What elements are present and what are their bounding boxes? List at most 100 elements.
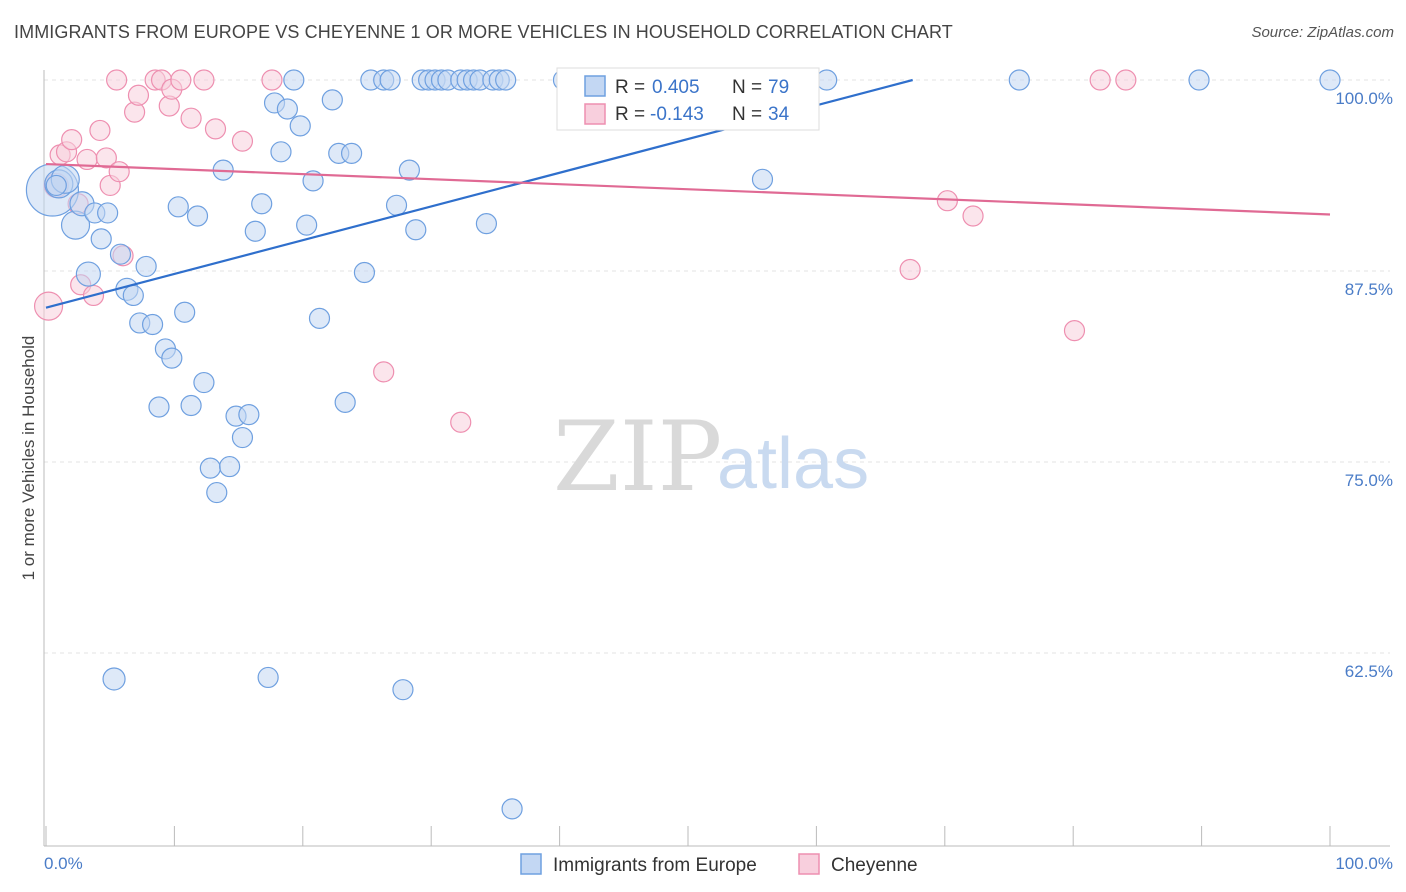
cheyenne-point-25 (231, 130, 254, 152)
legend-r-label-1: R = (615, 77, 645, 98)
cheyenne-point-4 (61, 128, 83, 151)
europe-point-19 (167, 196, 189, 218)
series-legend-label-cheyenne: Cheyenne (831, 855, 918, 876)
cheyenne-point-10 (95, 147, 117, 169)
series-legend-label-europe: Immigrants from Europe (553, 855, 757, 876)
axes (43, 70, 1390, 847)
europe-point-76 (1188, 69, 1210, 91)
europe-point-27 (219, 455, 241, 478)
legend-swatch-blue (584, 75, 606, 97)
europe-point-41 (308, 307, 331, 329)
europe-point-38 (289, 115, 311, 137)
cheyenne-point-26 (261, 69, 283, 91)
cheyenne-trend-line (45, 162, 1331, 216)
cheyenne-point-34 (1115, 69, 1137, 91)
y-tick-labels: 62.5% 75.0% 87.5% 100.0% (1335, 89, 1393, 681)
europe-point-21 (180, 394, 202, 417)
cheyenne-point-21 (170, 69, 192, 91)
europe-point-31 (244, 220, 266, 242)
cheyenne-point-14 (106, 69, 128, 91)
europe-point-66 (495, 69, 517, 91)
europe-point-16 (148, 396, 170, 418)
europe-point-25 (206, 481, 228, 504)
europe-point-45 (340, 142, 363, 164)
europe-point-53 (405, 219, 427, 241)
europe-point-35 (270, 141, 292, 163)
europe-point-33 (257, 666, 279, 689)
cheyenne-point-23 (193, 69, 215, 91)
europe-point-24 (199, 457, 221, 479)
europe-point-46 (353, 261, 376, 284)
legend-r-label-2: R = (615, 104, 645, 125)
europe-point-5 (75, 261, 101, 287)
legend-n-value-1: 79 (768, 77, 789, 98)
legend-n-label-2: N = (732, 104, 762, 125)
europe-point-52 (398, 159, 420, 181)
europe-point-74 (816, 69, 838, 91)
cheyenne-point-31 (962, 205, 984, 227)
watermark-zip: ZIP (553, 401, 722, 513)
series-legend: Immigrants from Europe Cheyenne (520, 853, 918, 876)
legend-swatch-pink (584, 103, 606, 125)
europe-point-72 (751, 168, 774, 190)
legend-r-value-1: 0.405 (652, 77, 700, 98)
europe-point-51 (392, 679, 414, 701)
grid-lines (44, 79, 1390, 654)
europe-point-10 (109, 243, 132, 265)
cheyenne-point-24 (204, 118, 227, 140)
y-tick-label-0: 62.5% (1345, 662, 1393, 681)
cheyenne-point-27 (373, 361, 395, 383)
cheyenne-point-16 (127, 84, 150, 106)
europe-point-37 (283, 69, 305, 91)
europe-point-50 (385, 194, 408, 216)
europe-point-18 (161, 347, 183, 369)
series-europe-points (25, 69, 1341, 820)
europe-point-14 (135, 255, 157, 278)
europe-point-29 (231, 426, 254, 449)
legend-r-value-2: -0.143 (650, 104, 704, 125)
x-tick-labels: 0.0% 100.0% (44, 854, 1393, 873)
cheyenne-point-12 (108, 161, 130, 183)
series-legend-swatch-cheyenne (798, 853, 820, 875)
chart-title: IMMIGRANTS FROM EUROPE VS CHEYENNE 1 OR … (14, 22, 953, 42)
watermark-atlas: atlas (717, 424, 869, 504)
cheyenne-point-28 (450, 411, 472, 433)
europe-point-20 (174, 301, 196, 323)
source-label: Source: ZipAtlas.com (1251, 24, 1394, 41)
cheyenne-point-22 (180, 107, 202, 129)
x-tick-label-0: 0.0% (44, 854, 83, 873)
europe-point-30 (238, 404, 260, 426)
europe-point-36 (276, 98, 298, 120)
series-legend-swatch-europe (520, 853, 542, 875)
europe-point-15 (141, 313, 164, 336)
cheyenne-point-29 (899, 258, 921, 281)
legend-n-value-2: 34 (768, 104, 790, 125)
cheyenne-point-32 (1063, 319, 1086, 342)
legend-n-label-1: N = (732, 77, 762, 98)
europe-point-9 (102, 667, 126, 691)
europe-point-63 (475, 213, 498, 235)
europe-point-40 (302, 170, 324, 192)
y-tick-label-1: 75.0% (1345, 471, 1393, 490)
europe-point-67 (501, 798, 523, 820)
europe-point-7 (90, 228, 112, 250)
europe-point-22 (186, 205, 209, 227)
cheyenne-point-33 (1089, 69, 1111, 91)
europe-point-39 (296, 214, 318, 236)
watermark: ZIP atlas (553, 401, 869, 513)
europe-point-23 (193, 371, 215, 394)
y-axis-label: 1 or more Vehicles in Household (19, 336, 38, 581)
y-tick-label-3: 100.0% (1335, 89, 1393, 108)
europe-point-32 (251, 193, 273, 215)
europe-point-49 (379, 69, 401, 91)
europe-point-75 (1008, 69, 1030, 91)
correlation-legend: R = 0.405 N = 79 R = -0.143 N = 34 (556, 67, 820, 131)
x-tick-label-1: 100.0% (1335, 854, 1393, 873)
europe-point-42 (321, 89, 343, 111)
europe-point-44 (334, 391, 356, 414)
y-tick-label-2: 87.5% (1345, 280, 1393, 299)
europe-point-8 (97, 202, 119, 224)
europe-point-77 (1319, 69, 1341, 91)
europe-point-12 (122, 284, 144, 307)
